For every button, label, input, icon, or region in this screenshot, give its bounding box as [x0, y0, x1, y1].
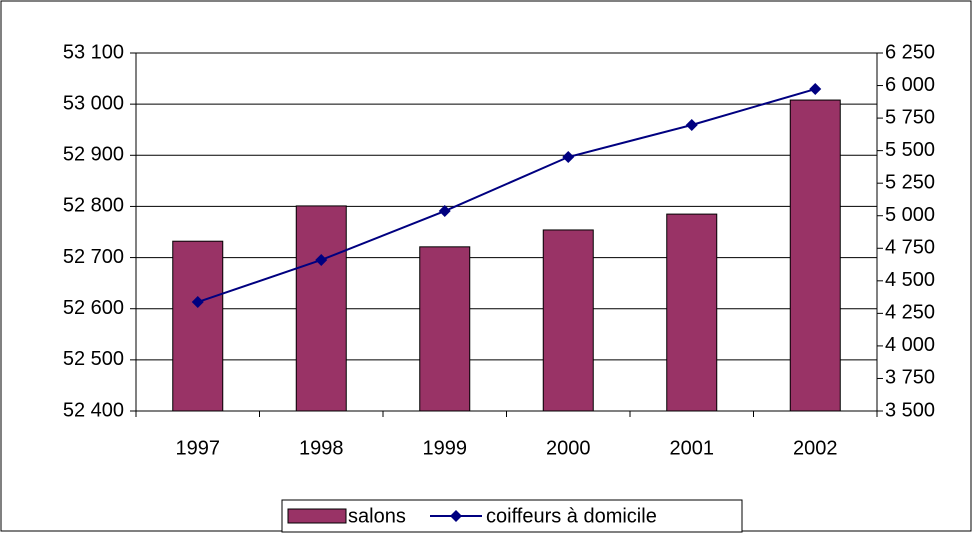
marker — [562, 151, 575, 164]
x-tick-label: 1997 — [176, 437, 221, 459]
x-tick-label: 2001 — [670, 437, 715, 459]
y2-tick-label: 4 250 — [885, 302, 935, 324]
y2-tick-label: 5 000 — [885, 204, 935, 226]
bar — [295, 205, 347, 412]
legend-label: coiffeurs à domicile — [486, 505, 657, 527]
legend-label: salons — [348, 505, 406, 527]
bar — [172, 240, 224, 412]
y2-tick-label: 5 250 — [885, 171, 935, 193]
bar — [419, 246, 471, 412]
x-tick-label: 1998 — [299, 437, 344, 459]
legend-box — [281, 499, 743, 533]
line — [197, 88, 816, 303]
x-tick-label: 2000 — [546, 437, 591, 459]
y2-tick-label: 5 750 — [885, 106, 935, 128]
y2-tick-label: 4 750 — [885, 237, 935, 259]
marker — [685, 118, 698, 131]
x-tick-label: 2002 — [793, 437, 838, 459]
y2-tick-label: 6 250 — [885, 41, 935, 63]
marker — [191, 296, 204, 309]
legend-swatch — [287, 508, 347, 524]
y-tick-label: 52 600 — [63, 297, 124, 319]
bar — [789, 99, 841, 412]
marker — [809, 83, 822, 96]
y2-tick-label: 4 000 — [885, 334, 935, 356]
y2-tick-label: 3 500 — [885, 399, 935, 421]
y-tick-label: 52 900 — [63, 144, 124, 166]
y-tick-label: 52 400 — [63, 399, 124, 421]
y-tick-label: 53 100 — [63, 41, 124, 63]
y2-tick-label: 4 500 — [885, 269, 935, 291]
y-tick-label: 53 000 — [63, 92, 124, 114]
y-tick-label: 52 800 — [63, 195, 124, 217]
y2-tick-label: 5 500 — [885, 139, 935, 161]
bar — [542, 229, 594, 412]
bar — [666, 213, 718, 412]
marker — [315, 253, 328, 266]
legend-marker — [450, 510, 462, 522]
marker — [438, 205, 451, 218]
y2-tick-label: 6 000 — [885, 74, 935, 96]
y-tick-label: 52 500 — [63, 348, 124, 370]
y2-tick-label: 3 750 — [885, 367, 935, 389]
x-tick-label: 1999 — [423, 437, 468, 459]
y-tick-label: 52 700 — [63, 246, 124, 268]
